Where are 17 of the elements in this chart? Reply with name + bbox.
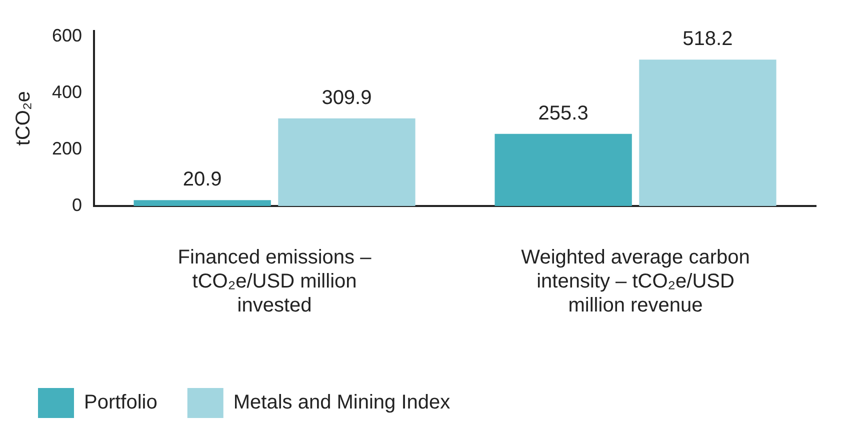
data-label: 255.3 [538,102,588,124]
y-axis-title: tCO₂e [12,91,35,146]
data-label: 20.9 [182,168,222,191]
x-tick-label: Financed emissions – tCO₂e/USD million invested [178,246,372,317]
x-tick-label: Weighted average carbon intensity – tCO₂e/USD million revenue [521,246,750,317]
y-tick-label: 400 [52,82,82,102]
bar [134,200,271,206]
data-label: 309.9 [322,86,372,109]
legend-label: Portfolio [84,392,158,414]
y-tick-label: 600 [52,25,82,46]
bar [639,60,776,206]
y-tick-label: 0 [72,194,82,215]
bar [494,134,632,206]
bar [278,118,416,206]
y-tick-label: 200 [52,138,82,158]
legend-label: Metals and Mining Index [233,392,450,414]
data-label: 518.2 [682,28,733,50]
